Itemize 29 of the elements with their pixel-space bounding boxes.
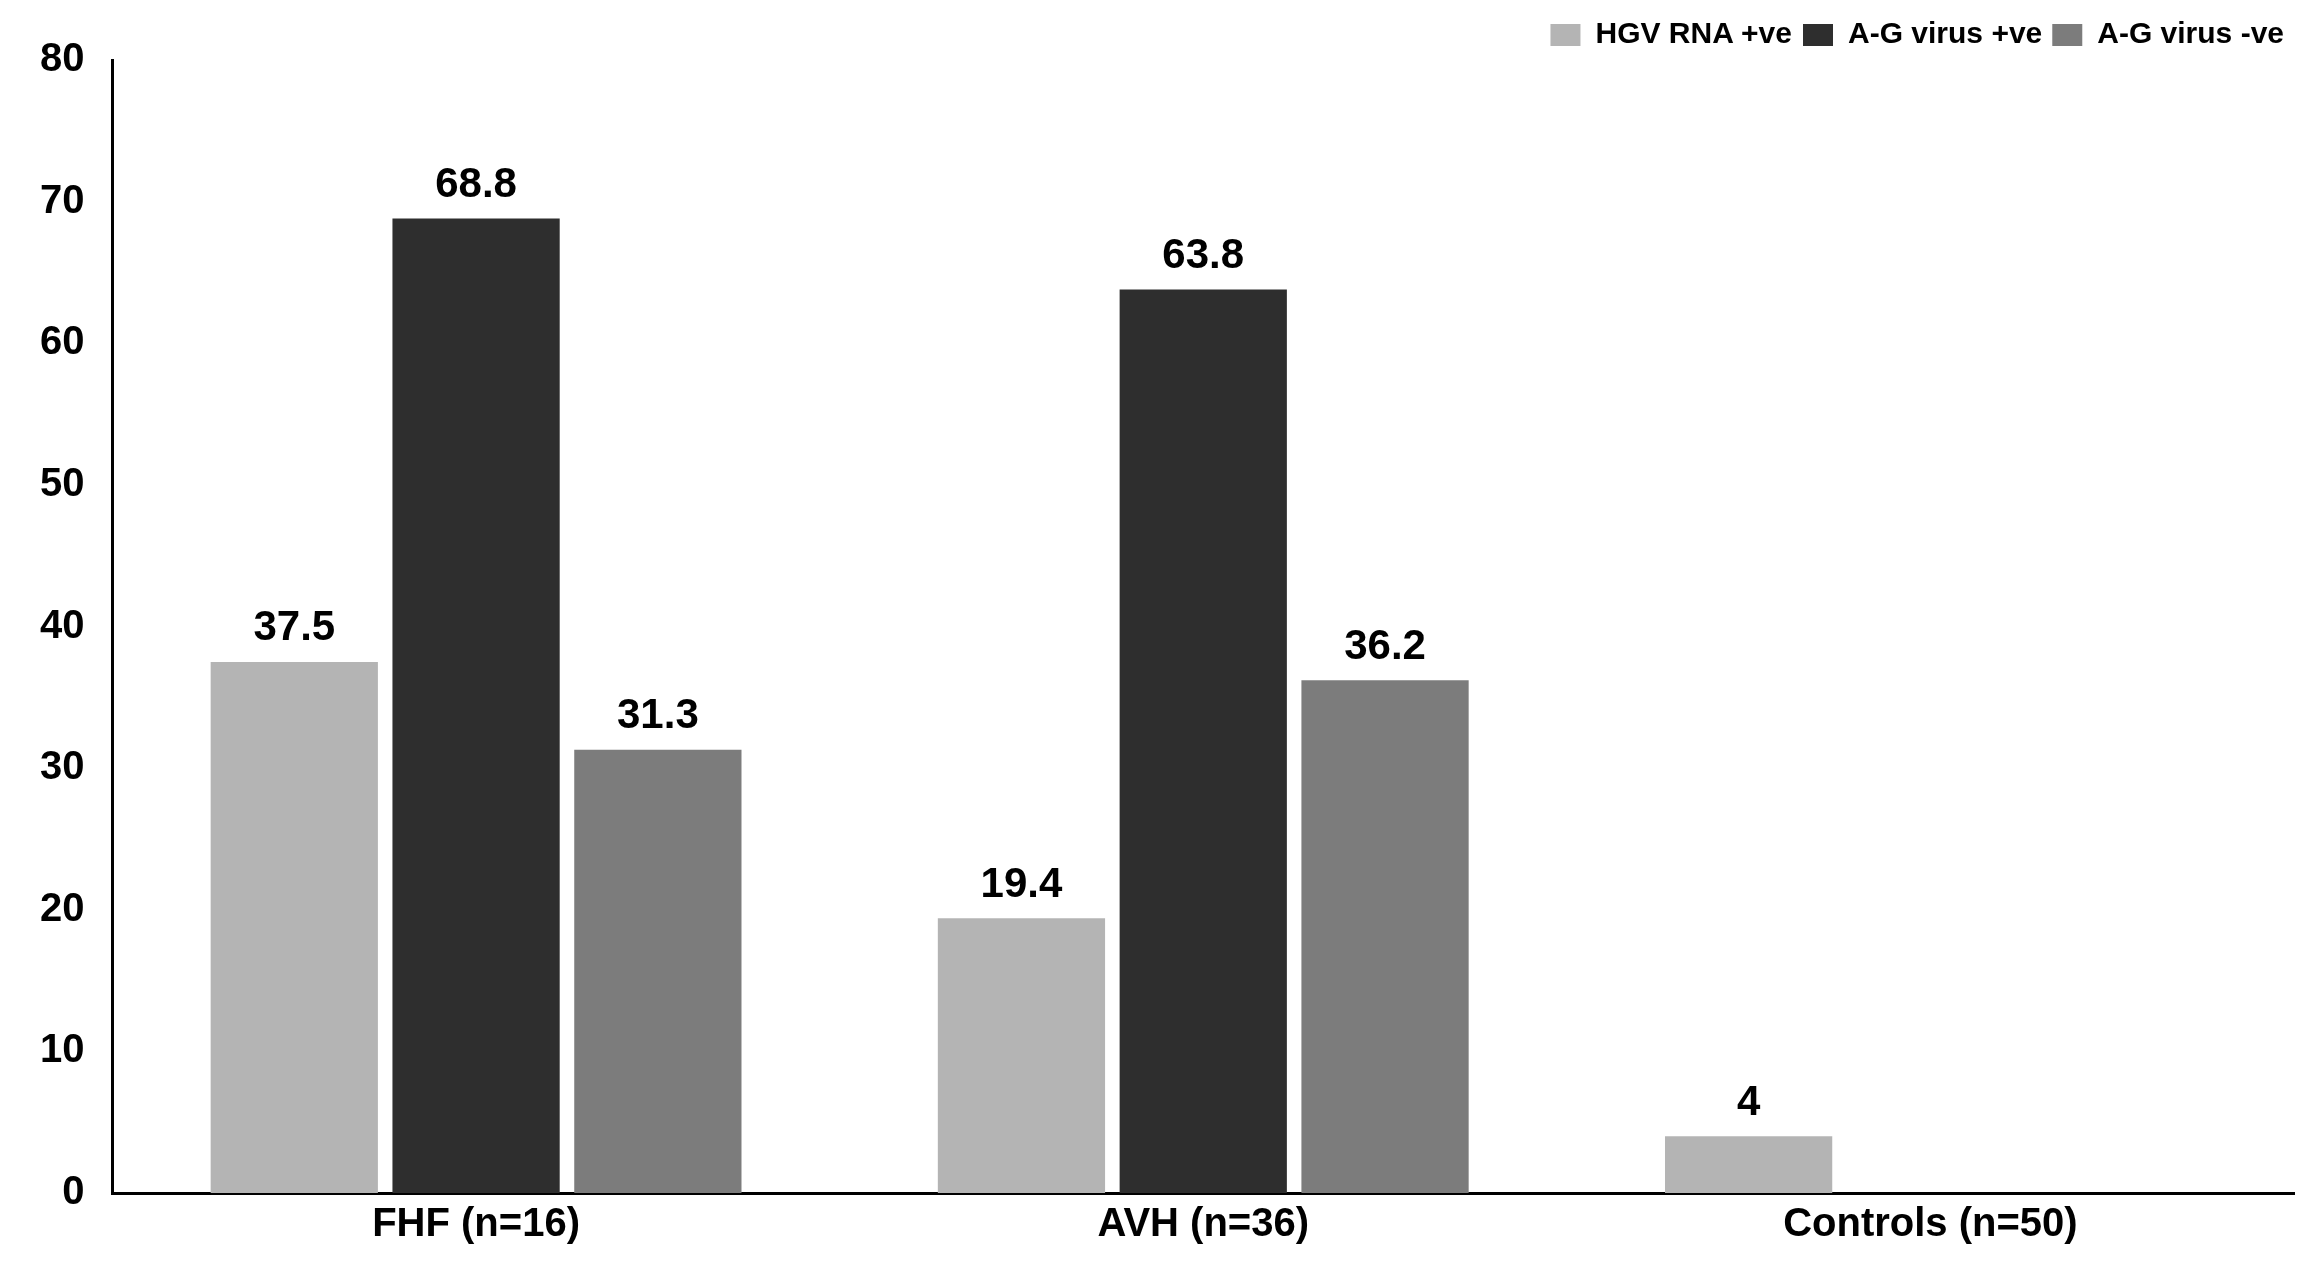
y-tick-label: 30: [39, 743, 85, 788]
data-label: 37.5: [253, 602, 336, 650]
x-tick-label: AVH (n=36): [1097, 1200, 1310, 1245]
y-tick-label: 70: [39, 176, 85, 221]
bar: [1301, 680, 1469, 1193]
legend-label: HGV RNA +ve: [1595, 16, 1792, 50]
bar: [1665, 1136, 1833, 1193]
bar: [210, 661, 378, 1193]
y-tick-label: 80: [39, 35, 85, 80]
y-tick-label: 40: [39, 601, 85, 646]
bar: [574, 749, 742, 1193]
y-tick-label: 20: [39, 884, 85, 929]
data-label: 63.8: [1162, 230, 1245, 278]
data-label: 36.2: [1344, 620, 1426, 668]
data-label: 4: [1736, 1076, 1761, 1124]
y-tick-label: 0: [62, 1168, 85, 1213]
data-label: 19.4: [980, 858, 1063, 906]
legend-label: A-G virus -ve: [2097, 16, 2285, 50]
data-label: 31.3: [616, 690, 699, 738]
y-tick-label: 50: [39, 459, 85, 504]
x-tick-label: FHF (n=16): [372, 1200, 580, 1245]
legend-label: A-G virus +ve: [1848, 16, 2043, 50]
y-tick-label: 10: [39, 1026, 85, 1071]
data-label: 68.8: [435, 159, 517, 207]
y-tick-label: 60: [39, 318, 85, 363]
x-tick-label: Controls (n=50): [1783, 1200, 2078, 1245]
bar: [1119, 289, 1287, 1193]
bar: [937, 918, 1106, 1193]
bar: [392, 218, 560, 1193]
